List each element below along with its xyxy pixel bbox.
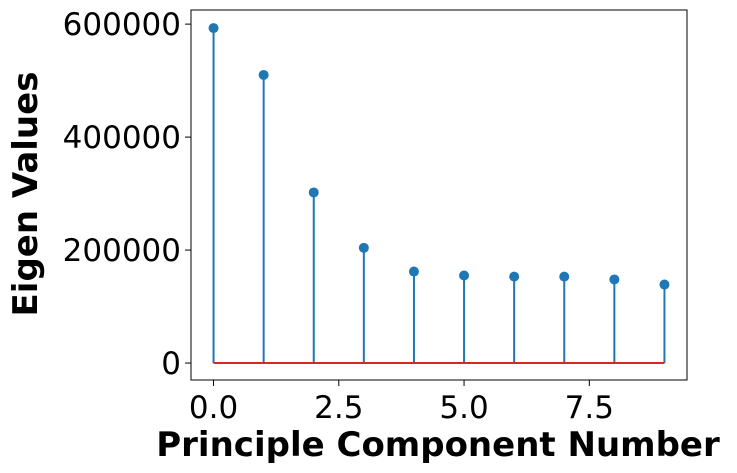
y-tick-label: 600000 <box>63 7 181 43</box>
stem-marker <box>459 270 470 281</box>
y-axis-ticks: 0 200000 400000 600000 <box>63 7 191 382</box>
x-tick-label: 0.0 <box>189 390 238 426</box>
x-tick-label: 5.0 <box>439 390 488 426</box>
plot-frame <box>190 9 688 381</box>
x-tick-label: 7.5 <box>565 390 614 426</box>
stem-marker <box>609 274 620 285</box>
y-tick-label: 0 <box>161 346 181 382</box>
x-axis-ticks: 0.0 2.5 5.0 7.5 <box>189 380 614 426</box>
stem-marker <box>208 23 219 34</box>
axes-frame <box>190 9 688 381</box>
x-axis-title: Principle Component Number <box>156 425 720 465</box>
stem-marker <box>358 242 369 253</box>
stem-marker <box>408 266 419 277</box>
y-tick-label: 400000 <box>63 120 181 156</box>
stem-marker <box>258 69 269 80</box>
y-tick-label: 200000 <box>63 233 181 269</box>
stem-marker <box>559 271 570 282</box>
markers <box>208 23 670 290</box>
x-tick-label: 2.5 <box>314 390 363 426</box>
stem-marker <box>308 187 319 198</box>
stem-marker <box>509 271 520 282</box>
stem-marker <box>659 279 670 290</box>
y-axis-title: Eigen Values <box>6 72 46 317</box>
stems <box>212 28 666 364</box>
